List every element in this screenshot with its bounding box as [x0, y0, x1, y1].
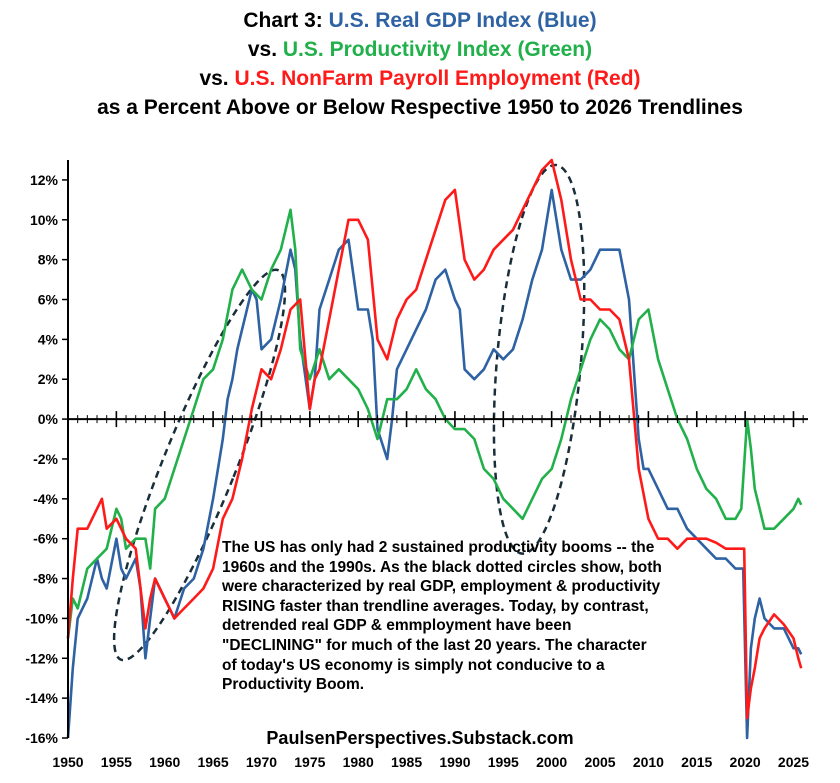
x-tick-label: 1975 — [294, 754, 325, 770]
productivity-series-line — [66, 208, 803, 639]
chart-title-line-1: Chart 3: U.S. Real GDP Index (Blue) — [0, 6, 840, 35]
x-tick-label: 1990 — [439, 754, 470, 770]
x-tick-label: 1965 — [198, 754, 229, 770]
x-tick-label: 1955 — [101, 754, 132, 770]
y-tick-label: 12% — [30, 172, 59, 188]
highlight-ellipses — [112, 163, 586, 662]
x-tick-label: 2025 — [778, 754, 809, 770]
title-prefix-2: vs. — [247, 38, 283, 61]
y-tick-label: 4% — [38, 331, 59, 347]
x-tick-label: 2015 — [681, 754, 712, 770]
y-tick-label: -6% — [33, 531, 58, 547]
y-tick-label: -4% — [33, 491, 58, 507]
title-employment-label: U.S. NonFarm Payroll Employment (Red) — [234, 67, 641, 90]
source-credit: PaulsenPerspectives.Substack.com — [266, 728, 574, 748]
x-tick-label: 1980 — [343, 754, 374, 770]
x-tick-label: 2000 — [536, 754, 567, 770]
x-tick-label: 1985 — [391, 754, 422, 770]
x-tick-label: 2010 — [633, 754, 664, 770]
annotation-text: The US has only had 2 sustained producti… — [222, 539, 662, 694]
x-tick-label: 1960 — [149, 754, 180, 770]
y-tick-label: 0% — [38, 411, 59, 427]
employment-series-line — [66, 158, 803, 720]
chart-title-line-3: vs. U.S. NonFarm Payroll Employment (Red… — [0, 64, 840, 93]
y-tick-label: 10% — [30, 212, 59, 228]
y-tick-label: 2% — [38, 371, 59, 387]
axes: -16% -14% -12% -10% -8% -6% -4% -2% 0% 2% 4% 6% 8% 10… — [25, 160, 809, 770]
title-prefix-3: vs. — [199, 67, 235, 90]
y-tick-label: 8% — [38, 252, 59, 268]
highlight-ellipse-1 — [112, 268, 287, 662]
y-tick-label: -12% — [25, 650, 58, 666]
chart-title-line-4: as a Percent Above or Below Respective 1… — [97, 96, 743, 119]
y-tick-label: -2% — [33, 451, 58, 467]
series-lines — [66, 158, 803, 740]
title-productivity-label: U.S. Productivity Index (Green) — [282, 38, 593, 61]
y-tick-label: -8% — [33, 571, 58, 587]
y-tick-label: -16% — [25, 730, 58, 746]
x-tick-label: 1995 — [488, 754, 519, 770]
y-tick-label: 6% — [38, 292, 59, 308]
highlight-ellipse-2 — [492, 163, 586, 555]
y-tick-label: -10% — [25, 610, 58, 626]
y-tick-label: -14% — [25, 690, 58, 706]
chart-title-line-2: vs. U.S. Productivity Index (Green) — [0, 35, 840, 64]
x-tick-label: 2020 — [730, 754, 761, 770]
title-prefix-1: Chart 3: — [243, 9, 329, 32]
x-tick-label: 1950 — [52, 754, 83, 770]
title-gdp-label: U.S. Real GDP Index (Blue) — [328, 9, 597, 32]
x-tick-label: 1970 — [246, 754, 277, 770]
x-tick-label: 2005 — [584, 754, 615, 770]
